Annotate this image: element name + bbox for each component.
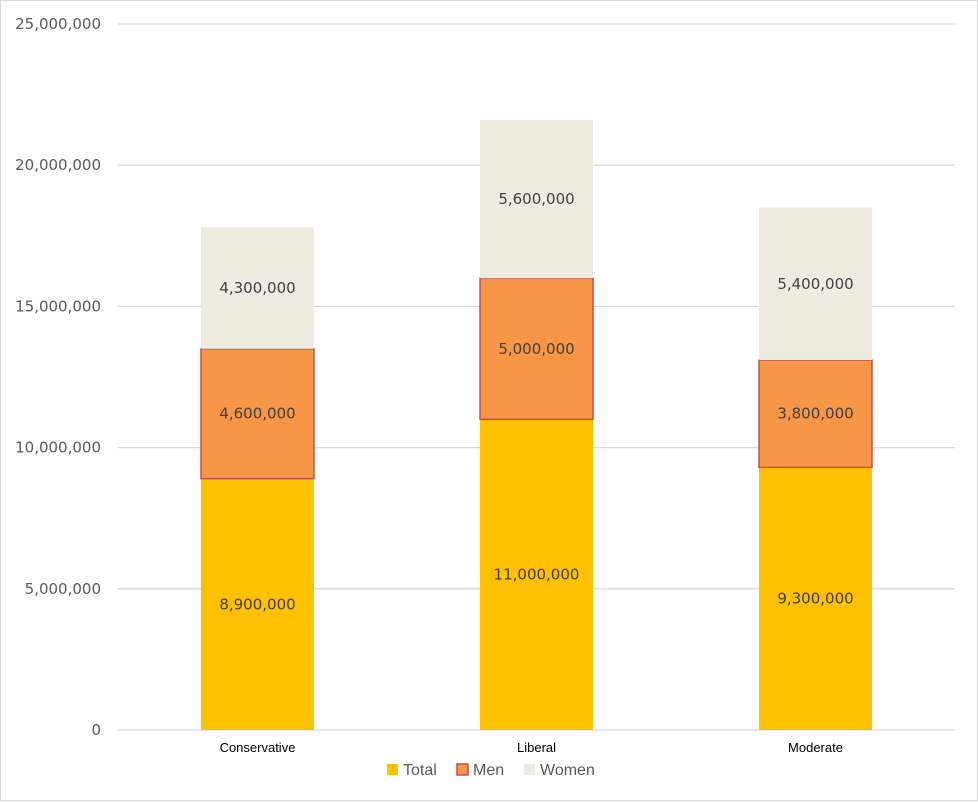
x-category-label: Liberal: [517, 740, 556, 755]
y-tick-label: 15,000,000: [15, 297, 101, 315]
bar-women-conservative: [201, 227, 314, 349]
legend-label-total: Total: [403, 762, 437, 779]
x-axis-category-labels: Conservative Liberal Moderate: [220, 740, 843, 755]
data-label-men: 3,800,000: [777, 405, 853, 423]
y-axis-tick-labels: 0 5,000,000 10,000,000 15,000,000 20,000,000…: [15, 15, 101, 739]
bar-women-liberal: [480, 120, 593, 279]
x-category-label: Conservative: [220, 740, 296, 755]
data-label-men: 4,600,000: [219, 405, 295, 423]
y-tick-label: 20,000,000: [15, 156, 101, 174]
legend-swatch-men: [456, 763, 469, 776]
bar-total-moderate: [759, 467, 872, 730]
data-label-total: 9,300,000: [777, 590, 853, 608]
bar-total-conservative: [201, 478, 314, 730]
data-label-total: 11,000,000: [494, 566, 580, 584]
data-label-women: 4,300,000: [219, 279, 295, 297]
legend-swatch-women: [524, 764, 535, 775]
data-label-women: 5,600,000: [498, 190, 574, 208]
y-tick-label: 10,000,000: [15, 439, 101, 457]
data-labels: 8,900,000 4,600,000 4,300,000 11,000,000 5,0…: [219, 190, 853, 613]
legend-label-women: Women: [540, 762, 595, 779]
y-tick-label: 5,000,000: [25, 580, 101, 598]
bar-men-conservative: [200, 348, 315, 480]
bar-total-liberal: [480, 419, 593, 730]
data-label-men: 5,000,000: [498, 340, 574, 358]
legend-swatch-total: [387, 764, 398, 775]
data-label-total: 8,900,000: [219, 595, 295, 613]
data-label-women: 5,400,000: [777, 275, 853, 293]
x-category-label: Moderate: [788, 740, 843, 755]
legend-label-men: Men: [473, 762, 504, 779]
legend: Total Men Women: [387, 762, 595, 779]
bar-women-moderate: [759, 207, 872, 361]
y-tick-label: 25,000,000: [15, 15, 101, 33]
bars: [200, 120, 873, 730]
bar-men-liberal: [479, 277, 594, 421]
y-tick-label: 0: [91, 721, 101, 739]
